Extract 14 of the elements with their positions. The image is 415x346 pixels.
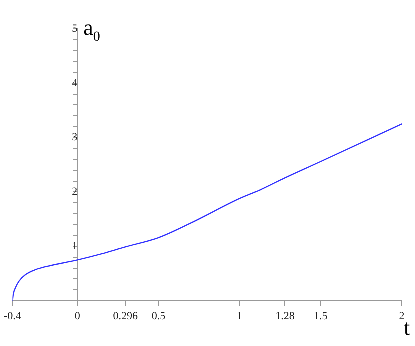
x-tick-label: 0.296 (113, 310, 138, 322)
x-tick-label: 1.5 (314, 310, 328, 322)
x-axis-title: t (404, 314, 410, 340)
y-tick-label: 4 (72, 77, 78, 90)
y-tick-label: 5 (72, 22, 78, 35)
x-tick-label: 0 (74, 310, 81, 322)
x-tick-label: 1 (237, 310, 243, 322)
x-tick-label: 2 (399, 310, 405, 322)
x-tick-label: 1.28 (276, 310, 296, 322)
y-tick-label: 2 (72, 186, 78, 198)
x-tick-label: 0.5 (152, 310, 166, 322)
y-tick-label: 3 (72, 132, 78, 144)
x-tick-label: -0.4 (4, 310, 22, 322)
y-tick-label: 1 (72, 240, 78, 252)
